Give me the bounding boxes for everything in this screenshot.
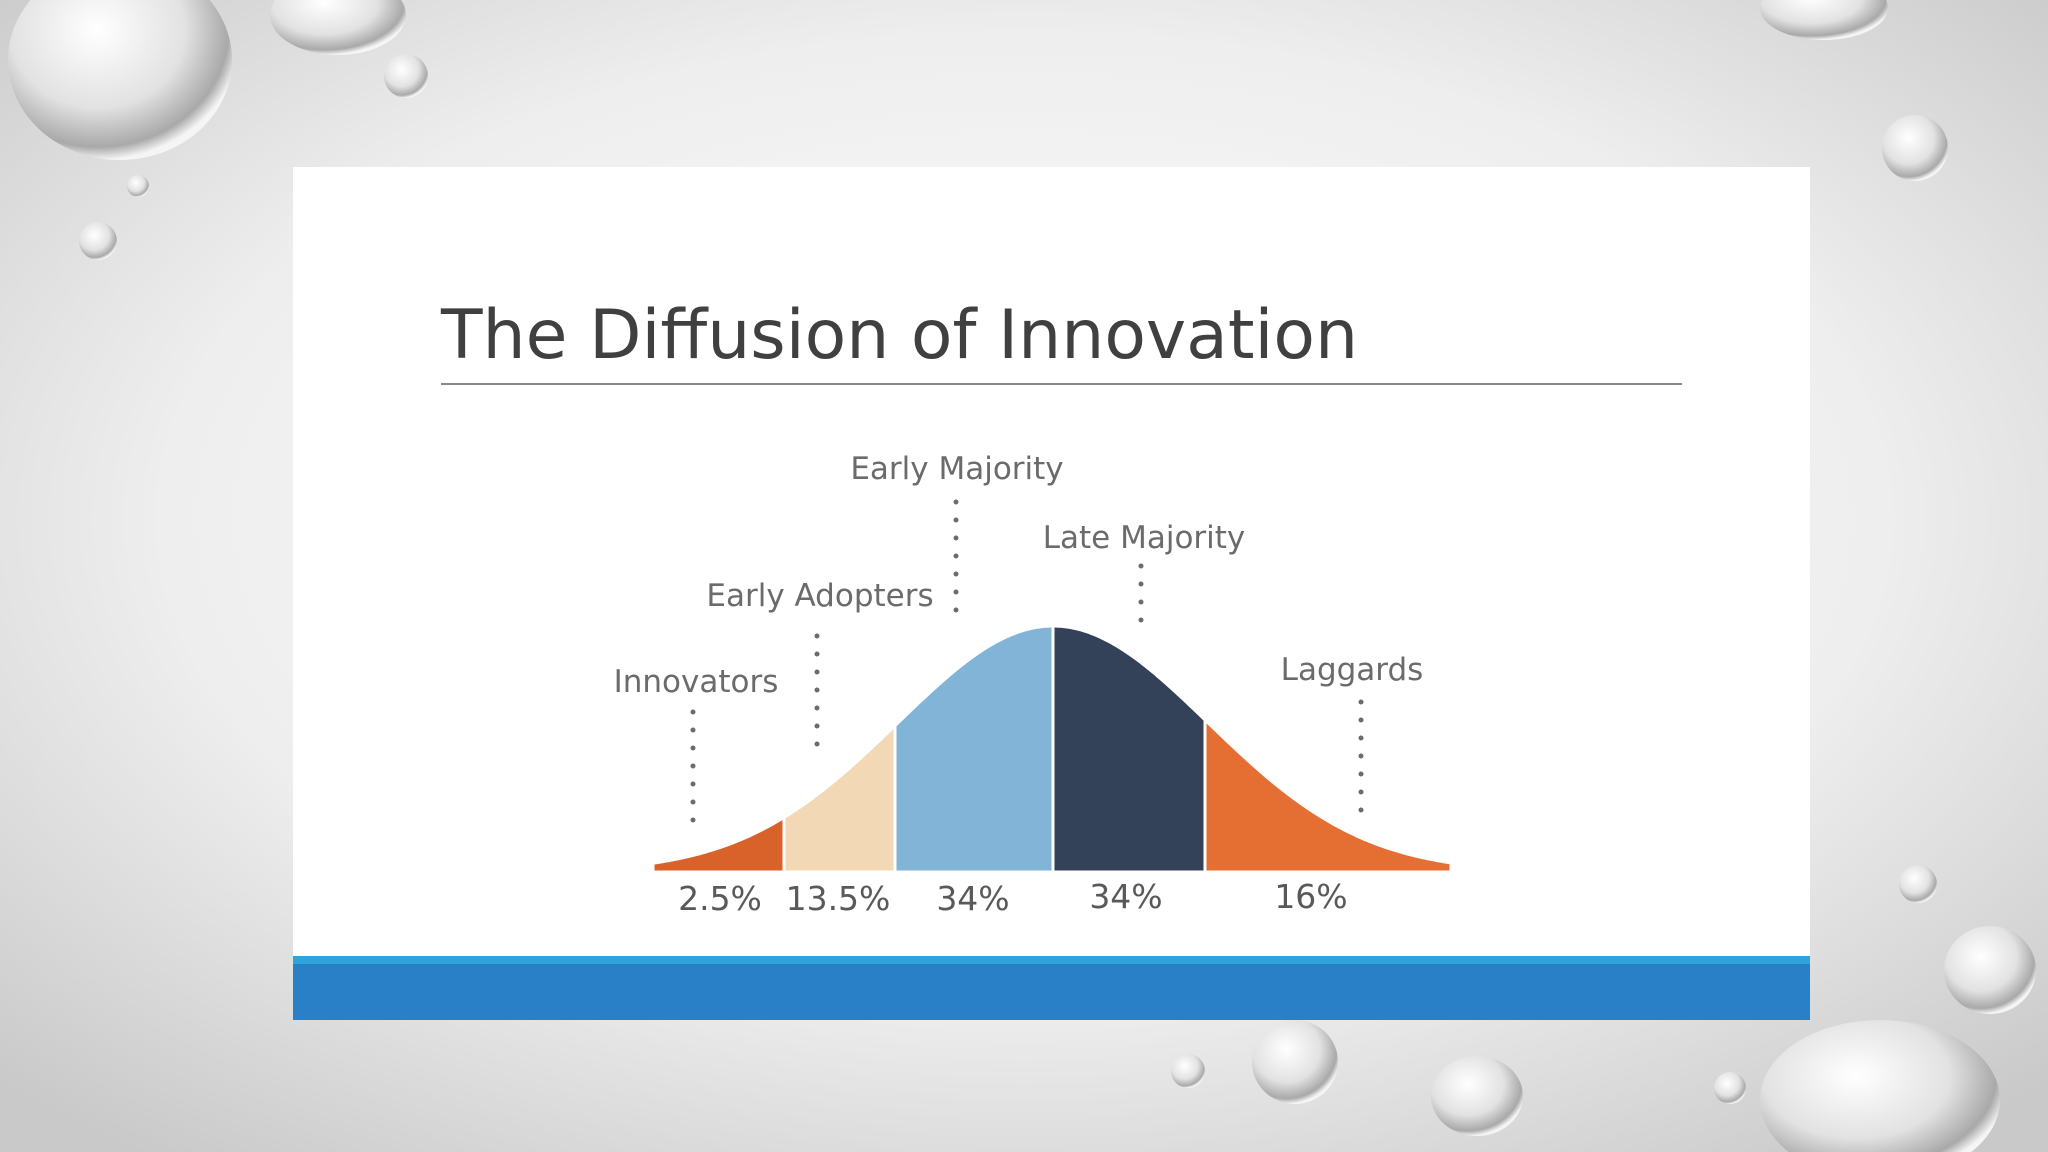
curve-segment <box>893 624 1055 874</box>
segment-label: Early Majority <box>850 451 1063 487</box>
segment-label: Late Majority <box>1043 520 1246 556</box>
footer-stripe <box>293 956 1810 964</box>
segment-percent: 13.5% <box>786 879 891 918</box>
segment-label: Early Adopters <box>706 578 933 614</box>
curve-segment <box>782 722 897 874</box>
segment-percent: 34% <box>936 879 1009 918</box>
curve-segment <box>651 814 786 874</box>
segment-percent: 34% <box>1089 877 1162 916</box>
segment-label: Laggards <box>1281 652 1424 688</box>
slide-title: The Diffusion of Innovation <box>440 296 1358 375</box>
curve-segment <box>1203 716 1453 874</box>
segment-percent: 16% <box>1274 877 1347 916</box>
droplets <box>8 0 2036 1152</box>
segment-percent: 2.5% <box>678 879 762 918</box>
segment-label: Innovators <box>614 664 779 700</box>
slide <box>293 167 1810 1020</box>
curve-segment <box>1051 624 1207 874</box>
footer-band <box>293 956 1810 1020</box>
bell-curve <box>651 624 1453 874</box>
